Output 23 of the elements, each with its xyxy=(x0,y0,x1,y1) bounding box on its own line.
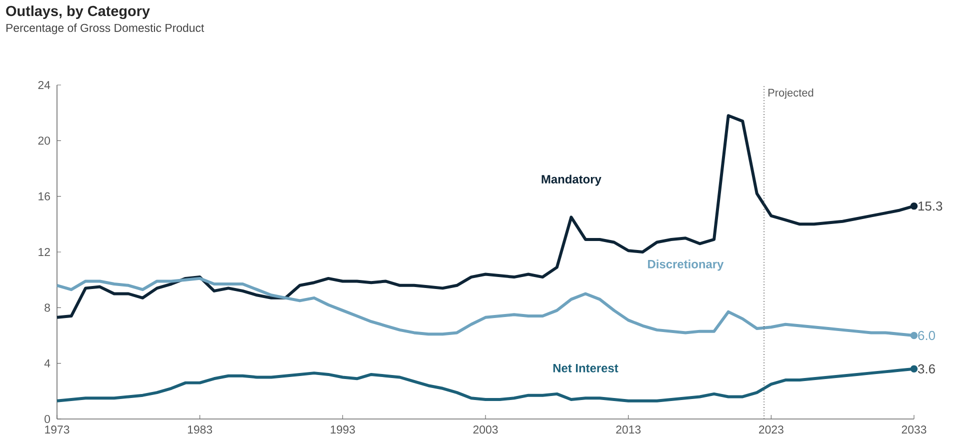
x-tick-label: 2033 xyxy=(902,426,926,434)
data-label: 3.6 xyxy=(918,364,935,374)
chart-subtitle: Percentage of Gross Domestic Product xyxy=(6,24,204,34)
chart-title: Outlays, by Category xyxy=(6,6,150,20)
x-tick-label: 2023 xyxy=(759,426,784,434)
y-tick-label: 16 xyxy=(38,192,50,200)
text: Mandatory xyxy=(542,174,602,186)
x-tick-label: 2013 xyxy=(616,426,641,434)
data-label: 6.0 xyxy=(918,330,936,340)
y-tick-label: 0 xyxy=(44,414,50,424)
y-tick-label: 4 xyxy=(44,359,50,368)
x-tick-label: 1993 xyxy=(330,426,355,434)
series-label: Net Interest xyxy=(553,364,618,372)
y-tick-label: 8 xyxy=(44,304,50,312)
x-tick-label: 1983 xyxy=(188,426,212,434)
y-tick-label: 24 xyxy=(38,80,50,89)
x-tick-label: 1973 xyxy=(45,426,70,434)
y-tick-label: 20 xyxy=(38,136,50,145)
y-tick-label: 12 xyxy=(38,248,50,256)
x-tick-label: 2003 xyxy=(473,426,498,434)
ref-line-label: Projected xyxy=(768,88,814,99)
data-label: 15.3 xyxy=(918,201,942,211)
text: Discretionary xyxy=(648,260,724,271)
